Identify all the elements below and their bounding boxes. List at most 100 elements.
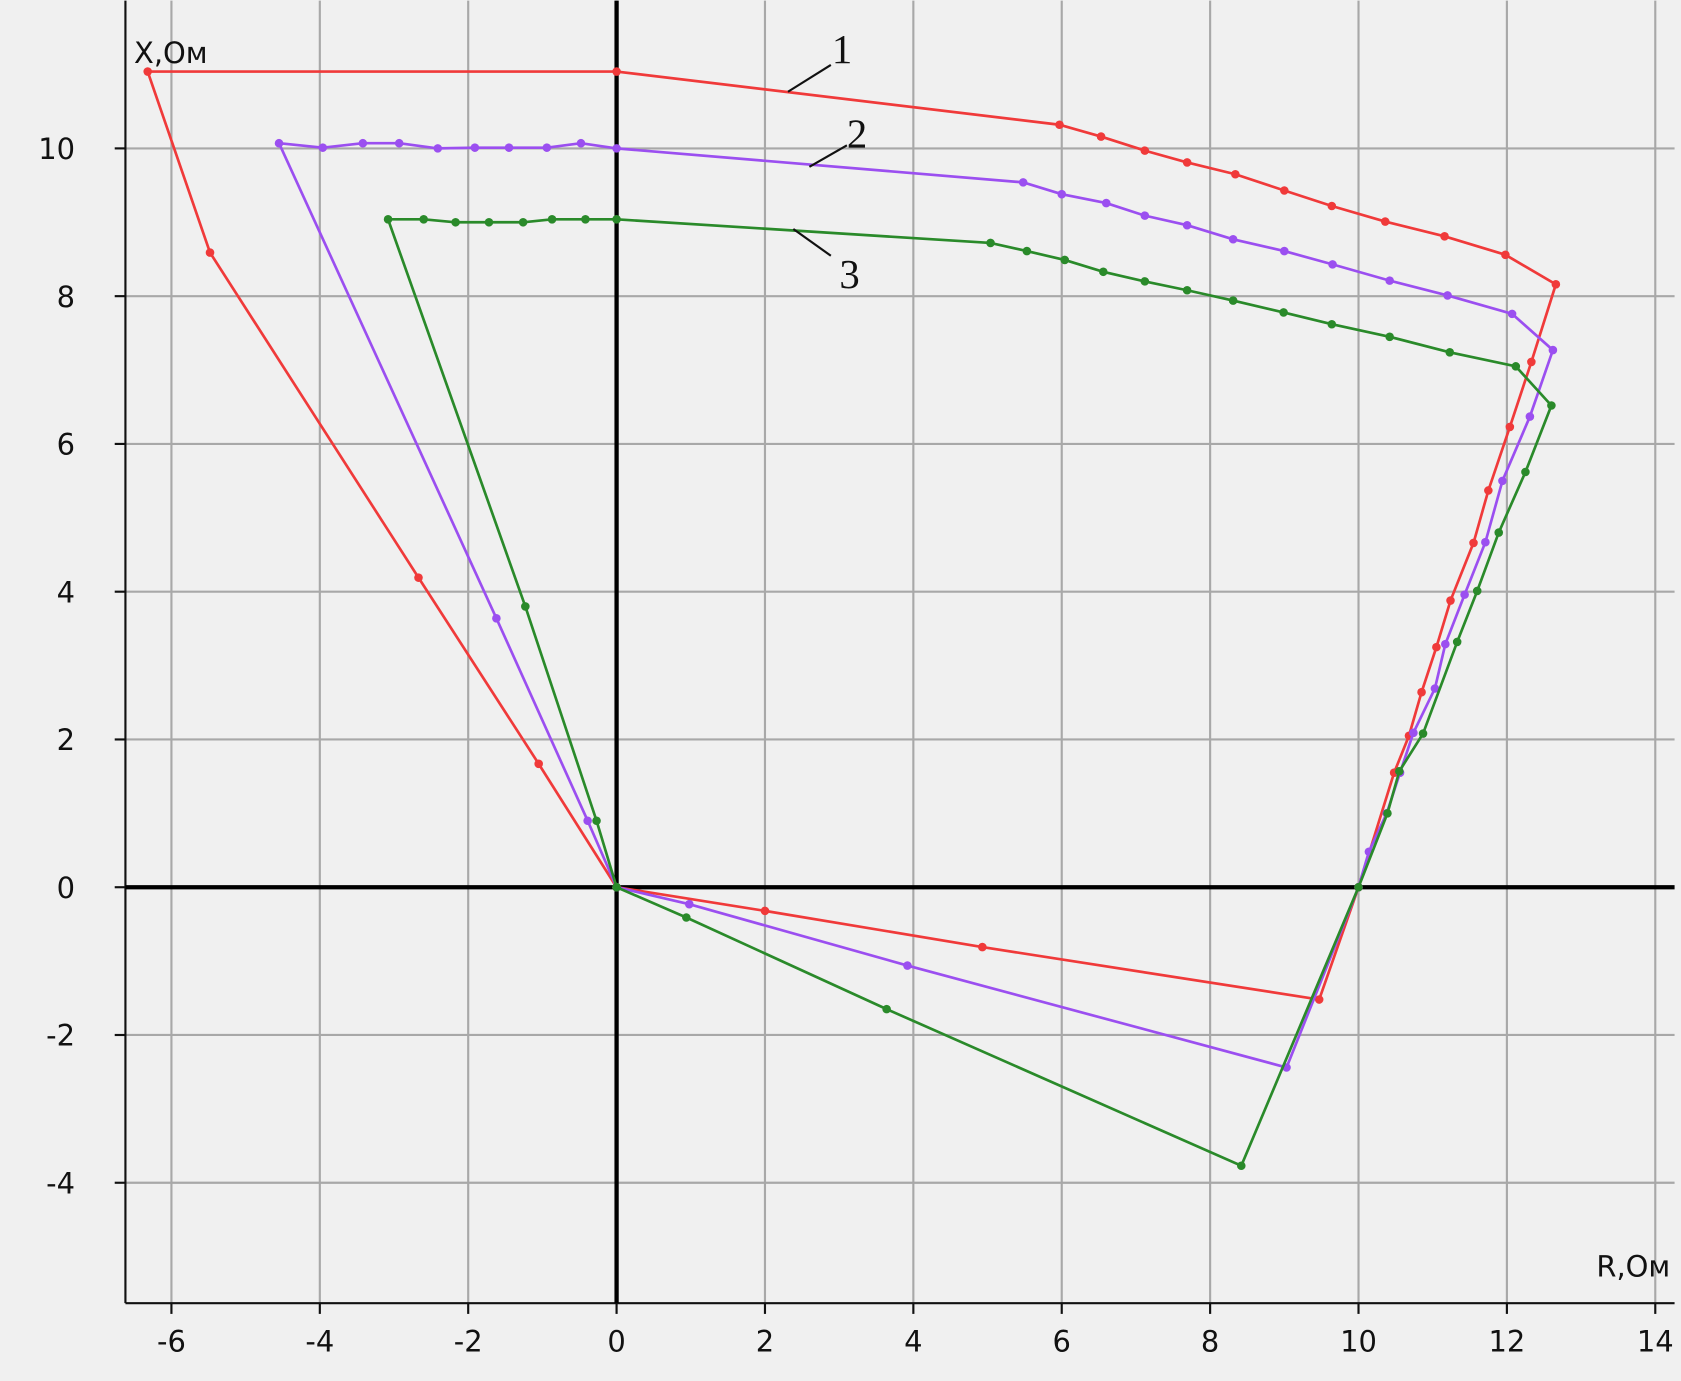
- point: [903, 961, 912, 970]
- point: [484, 217, 494, 227]
- y-tick-label: 8: [57, 280, 75, 314]
- point: [1511, 362, 1521, 371]
- point: [978, 942, 987, 952]
- point: [1481, 537, 1490, 547]
- point: [1140, 277, 1150, 286]
- point: [1022, 246, 1032, 256]
- point: [1494, 528, 1504, 537]
- annotation: 3: [839, 252, 859, 297]
- point: [1525, 412, 1535, 421]
- point: [1441, 639, 1450, 649]
- point: [1507, 309, 1517, 319]
- point: [1548, 345, 1558, 355]
- point: [1547, 401, 1556, 410]
- x-tick-label: 14: [1637, 1324, 1674, 1358]
- x-tick-label: 2: [756, 1324, 774, 1358]
- point: [612, 144, 621, 153]
- point: [1060, 255, 1069, 265]
- point: [1380, 217, 1390, 226]
- point: [1314, 995, 1324, 1004]
- point: [1098, 267, 1108, 277]
- point: [1236, 1161, 1246, 1171]
- y-tick-label: 2: [57, 723, 75, 757]
- point: [143, 67, 152, 76]
- point: [451, 217, 460, 227]
- y-tick-label: 6: [57, 428, 75, 462]
- point: [1469, 538, 1478, 548]
- point: [383, 215, 393, 224]
- point: [433, 144, 443, 153]
- point: [1527, 357, 1536, 367]
- point: [1140, 211, 1150, 220]
- point: [1383, 809, 1392, 818]
- x-tick-label: -2: [454, 1324, 483, 1358]
- point: [1446, 596, 1455, 605]
- plot: [143, 67, 1561, 1171]
- point: [1327, 319, 1337, 329]
- point: [470, 143, 480, 152]
- point: [1182, 220, 1192, 230]
- point: [1101, 198, 1111, 208]
- point: [612, 67, 621, 76]
- y-tick-label: -2: [46, 1019, 75, 1053]
- point: [1445, 348, 1455, 357]
- point: [419, 215, 428, 224]
- x-tick-label: 8: [1201, 1324, 1219, 1358]
- point: [542, 143, 552, 152]
- point: [1521, 467, 1530, 477]
- point: [1417, 687, 1426, 697]
- point: [1140, 146, 1150, 155]
- x-axis-label: R,Ом: [1596, 1249, 1670, 1283]
- point: [1328, 260, 1337, 269]
- point: [612, 215, 621, 224]
- point: [1460, 590, 1469, 599]
- point: [1280, 186, 1289, 195]
- point: [1432, 642, 1441, 652]
- point: [1385, 332, 1394, 342]
- series-line: [386, 217, 1553, 1168]
- point: [685, 899, 694, 909]
- point: [1472, 586, 1482, 596]
- point: [1096, 132, 1106, 141]
- leader-line: [787, 64, 832, 93]
- point: [1498, 476, 1507, 486]
- point: [1018, 178, 1028, 187]
- point: [205, 248, 215, 257]
- point: [1505, 422, 1515, 432]
- point: [882, 1004, 891, 1014]
- annotation: 2: [847, 111, 867, 156]
- x-tick-label: 4: [904, 1324, 922, 1358]
- point: [1430, 684, 1440, 693]
- point: [1395, 766, 1404, 776]
- point: [986, 238, 995, 248]
- point: [581, 215, 590, 224]
- point: [1501, 250, 1510, 260]
- labels: X,Ом R,Ом 1 2 3: [134, 27, 1670, 1284]
- point: [1279, 308, 1288, 317]
- point: [518, 217, 528, 227]
- leader-line: [792, 228, 832, 257]
- x-tick-label: -4: [305, 1324, 334, 1358]
- point: [1182, 158, 1192, 167]
- point: [1055, 120, 1064, 130]
- point: [1228, 296, 1238, 305]
- y-tick-label: 10: [38, 132, 75, 166]
- point: [318, 143, 328, 152]
- point: [1440, 232, 1449, 241]
- x-tick-label: 10: [1340, 1324, 1377, 1358]
- point: [1452, 637, 1462, 647]
- point: [1327, 201, 1337, 211]
- point: [1409, 728, 1418, 738]
- point: [414, 573, 423, 582]
- x-tick-label: -6: [157, 1324, 186, 1358]
- point: [1182, 285, 1192, 295]
- leader-line: [808, 144, 848, 168]
- point: [682, 913, 691, 922]
- annotation: 1: [832, 27, 852, 72]
- y-axis-label: X,Ом: [134, 36, 208, 70]
- point: [760, 906, 770, 916]
- point: [1551, 280, 1561, 289]
- point: [1280, 246, 1289, 256]
- point: [1228, 234, 1238, 244]
- point: [612, 882, 621, 892]
